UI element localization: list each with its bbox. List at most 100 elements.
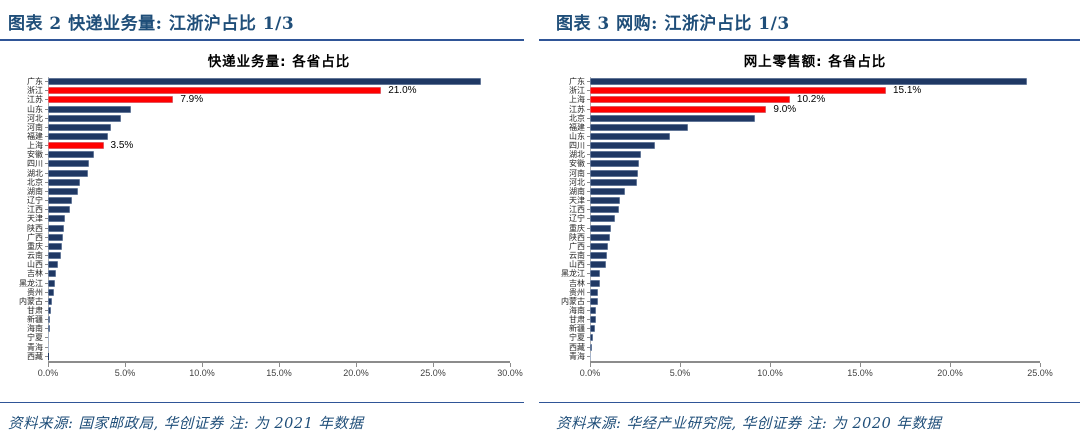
bar-row: 四川 bbox=[539, 141, 1080, 150]
bar-track bbox=[587, 123, 1080, 131]
x-axis-tick bbox=[433, 363, 434, 367]
bar-row: 安徽 bbox=[539, 159, 1080, 168]
bar-track bbox=[45, 206, 524, 214]
bar-row: 河北 bbox=[0, 114, 524, 123]
y-axis-label: 浙江 bbox=[569, 86, 585, 96]
bar-row: 甘肃 bbox=[539, 315, 1080, 324]
y-axis-label: 内蒙古 bbox=[561, 296, 585, 306]
bar-track bbox=[45, 105, 524, 113]
bar bbox=[48, 123, 112, 131]
bar-highlighted bbox=[590, 96, 790, 104]
bar-track: 10.2% bbox=[587, 94, 1080, 105]
bar-row: 广东 bbox=[0, 77, 524, 86]
source-note: 资料来源: 华经产业研究院, 华创证券 注: 为 2020 年数据 bbox=[539, 402, 1080, 433]
plot-area: 广东 浙江 15.1% 上海 10.2% 江苏 9.0% 北京 福建 山东 四川 湖北 安徽 河南 河北 湖南… bbox=[539, 77, 1080, 363]
bar bbox=[590, 306, 596, 314]
bar bbox=[590, 123, 688, 131]
data-label: 7.9% bbox=[180, 94, 204, 106]
bar-row: 宁夏 bbox=[0, 333, 524, 342]
y-axis-label: 湖北 bbox=[27, 168, 43, 178]
y-axis-label: 青海 bbox=[569, 351, 585, 361]
y-axis-label: 辽宁 bbox=[27, 196, 43, 206]
x-axis-tick-label: 30.0% bbox=[497, 368, 523, 378]
bar bbox=[590, 151, 641, 159]
bar-track bbox=[587, 206, 1080, 214]
y-axis-label: 山西 bbox=[27, 260, 43, 270]
bar bbox=[48, 233, 64, 241]
bar-row: 黑龙江 bbox=[0, 278, 524, 288]
y-axis-label: 陕西 bbox=[569, 232, 585, 242]
y-axis-label: 江西 bbox=[569, 205, 585, 215]
bar bbox=[590, 316, 596, 324]
bar bbox=[590, 288, 598, 296]
y-axis-label: 山西 bbox=[569, 260, 585, 270]
bar-highlighted bbox=[48, 142, 104, 150]
bar-row: 内蒙古 bbox=[0, 297, 524, 306]
bar-track bbox=[45, 270, 524, 278]
bar-track bbox=[587, 279, 1080, 287]
bar bbox=[48, 306, 52, 314]
bar bbox=[48, 197, 72, 205]
y-axis-label: 广东 bbox=[569, 77, 585, 87]
bar bbox=[590, 233, 610, 241]
bar bbox=[48, 316, 51, 324]
bar-track bbox=[587, 252, 1080, 260]
x-axis-line bbox=[48, 361, 510, 363]
bar bbox=[590, 334, 593, 342]
bar bbox=[48, 133, 109, 141]
y-axis-label: 湖南 bbox=[569, 186, 585, 196]
bar-track bbox=[587, 242, 1080, 250]
bar-track bbox=[45, 114, 524, 122]
data-label: 9.0% bbox=[773, 103, 797, 115]
y-axis-label: 西藏 bbox=[27, 351, 43, 361]
bar-row: 江苏 7.9% bbox=[0, 94, 524, 106]
bar-row: 河南 bbox=[539, 169, 1080, 178]
bar-row: 新疆 bbox=[539, 324, 1080, 333]
x-axis-tick-label: 15.0% bbox=[847, 368, 873, 378]
y-axis-label: 天津 bbox=[27, 214, 43, 224]
y-axis-label: 贵州 bbox=[569, 287, 585, 297]
bar-track bbox=[587, 151, 1080, 159]
bar bbox=[590, 78, 1028, 86]
y-axis-label: 宁夏 bbox=[27, 333, 43, 343]
y-axis-label: 江西 bbox=[27, 205, 43, 215]
bar-track bbox=[587, 325, 1080, 333]
y-axis-label: 河北 bbox=[569, 177, 585, 187]
y-axis-label: 四川 bbox=[27, 159, 43, 169]
y-axis-label: 天津 bbox=[569, 196, 585, 206]
bar-track bbox=[45, 279, 524, 287]
bar-row: 安徽 bbox=[0, 150, 524, 159]
bar-track bbox=[45, 169, 524, 177]
bar-track bbox=[587, 178, 1080, 186]
bar-row: 河北 bbox=[539, 178, 1080, 187]
bar-row: 吉林 bbox=[0, 269, 524, 278]
y-axis-label: 海南 bbox=[27, 324, 43, 334]
y-axis-label: 上海 bbox=[569, 95, 585, 105]
x-axis-tick-label: 10.0% bbox=[189, 368, 215, 378]
figure-3-panel: 图表 3 网购: 江浙沪占比 1/3 网上零售额: 各省占比 广东 浙江 15.1%… bbox=[539, 0, 1080, 433]
bar-track bbox=[587, 197, 1080, 205]
bar-track bbox=[45, 316, 524, 324]
bar-track bbox=[45, 151, 524, 159]
bar-row: 宁夏 bbox=[539, 333, 1080, 342]
bar-row: 湖北 bbox=[0, 169, 524, 178]
y-axis-label: 吉林 bbox=[569, 278, 585, 288]
x-axis-tick-label: 20.0% bbox=[937, 368, 963, 378]
x-axis-tick bbox=[950, 363, 951, 367]
y-axis-label: 吉林 bbox=[27, 269, 43, 279]
bar-row: 西藏 bbox=[539, 343, 1080, 352]
bar bbox=[48, 114, 121, 122]
y-axis-label: 云南 bbox=[569, 251, 585, 261]
bar bbox=[590, 142, 655, 150]
y-axis-label: 河北 bbox=[27, 113, 43, 123]
bar-track bbox=[587, 352, 1080, 360]
y-axis-label: 甘肃 bbox=[569, 315, 585, 325]
bar-track bbox=[587, 334, 1080, 342]
bar-track bbox=[45, 261, 524, 269]
bar-track: 3.5% bbox=[45, 140, 524, 151]
bar-row: 福建 bbox=[0, 132, 524, 141]
figure-caption: 图表 3 网购: 江浙沪占比 1/3 bbox=[539, 0, 1080, 41]
y-axis-label: 广西 bbox=[27, 232, 43, 242]
bar bbox=[590, 178, 638, 186]
bar-row: 新疆 bbox=[0, 315, 524, 324]
